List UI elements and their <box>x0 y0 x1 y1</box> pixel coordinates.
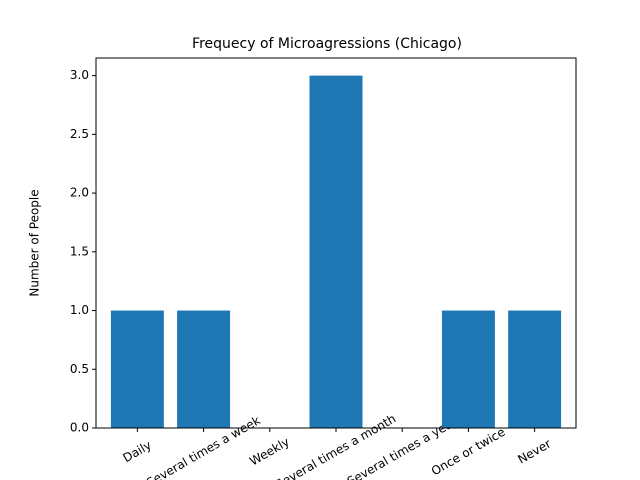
bar <box>508 310 562 428</box>
x-tick-label: Weekly <box>247 435 292 469</box>
y-tick-label: 2.0 <box>70 186 89 200</box>
y-tick-label: 0.0 <box>70 421 89 435</box>
y-tick-label: 1.5 <box>70 244 89 258</box>
y-tick-label: 3.0 <box>70 68 89 82</box>
x-tick-label: Never <box>515 437 553 467</box>
bar <box>441 310 495 428</box>
plot-frame <box>95 57 577 429</box>
y-tick-label: 1.0 <box>70 303 89 317</box>
y-tick-label: 0.5 <box>70 362 89 376</box>
y-axis-label: Number of People <box>28 189 42 296</box>
y-tick-label: 2.5 <box>70 127 89 141</box>
chart-title: Frequecy of Microagressions (Chicago) <box>192 36 462 52</box>
bar <box>177 310 231 428</box>
bar <box>309 75 363 428</box>
x-tick-label: Daily <box>120 438 153 465</box>
bar <box>110 310 164 428</box>
